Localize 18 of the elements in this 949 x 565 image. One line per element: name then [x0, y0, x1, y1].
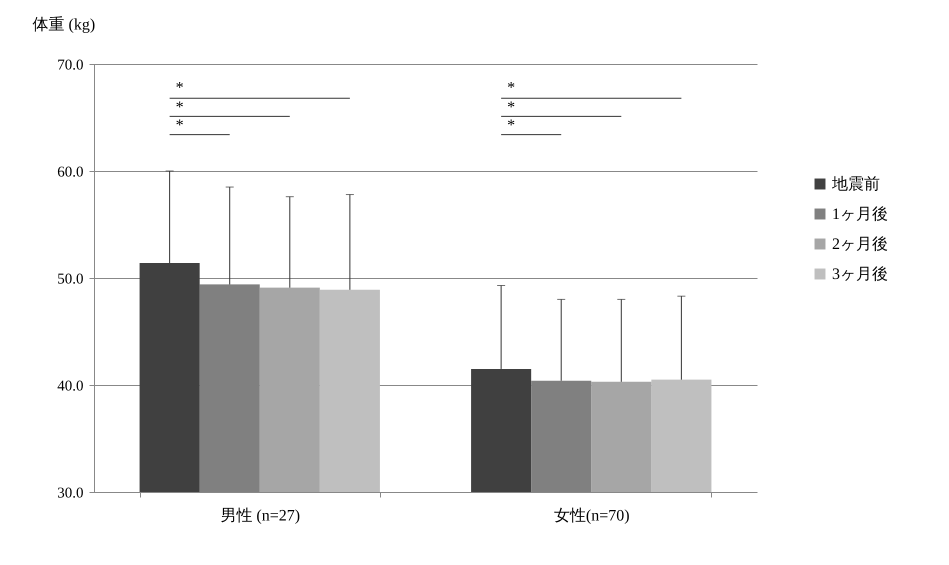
annotation: *	[176, 98, 184, 116]
y-tick-label: 50.0	[57, 272, 84, 288]
annotation: *	[176, 80, 184, 97]
annotation: *	[176, 116, 184, 134]
legend-label: 2ヶ月後	[832, 235, 888, 253]
legend-label: 地震前	[831, 175, 880, 193]
y-axis-title: 体重 (kg)	[32, 16, 96, 34]
annotation: *	[507, 98, 516, 116]
legend-label: 3ヶ月後	[832, 265, 888, 283]
y-tick-label: 30.0	[57, 486, 84, 502]
annotation: *	[507, 116, 516, 134]
y-tick-label: 60.0	[57, 164, 84, 180]
y-tick-label: 40.0	[57, 378, 84, 394]
x-tick-label: 男性 (n=27)	[220, 508, 300, 524]
x-tick-label: 女性(n=70)	[554, 508, 630, 524]
y-tick-label: 70.0	[57, 58, 84, 74]
annotation: *	[507, 80, 516, 97]
legend-label: 1ヶ月後	[832, 205, 888, 223]
